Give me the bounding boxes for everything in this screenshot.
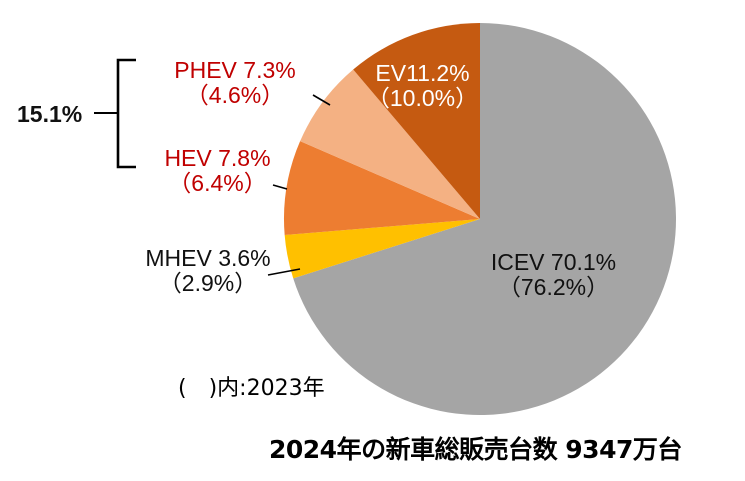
pie-slice-phev [300,69,480,219]
pie-slice-icev [293,23,677,415]
group-total-label: 15.1% [17,101,83,127]
label-icev-2024: ICEV 70.1% [490,249,617,275]
pie-slice-ev [353,23,480,219]
pie-slices [283,23,677,415]
label-hev-2023: （6.4%） [168,170,267,196]
label-ev: EV11.2% （10.0%） [355,61,490,111]
total-sales-caption: 2024年の新車総販売台数 9347万台 [269,435,682,464]
label-phev: PHEV 7.3% （4.6%） [150,58,320,108]
label-phev-2024: PHEV 7.3% [174,57,296,83]
year-note: ( )内:2023年 [178,376,325,401]
label-phev-2023: （4.6%） [185,82,285,108]
label-ev-2023: （10.0%） [366,85,479,111]
pie-slice-mhev [284,219,480,279]
label-hev: HEV 7.8% （6.4%） [140,146,295,196]
leader-line-hev [272,184,288,190]
leader-line-phev [312,94,331,106]
label-icev: ICEV 70.1% （76.2%） [466,250,641,300]
label-hev-2024: HEV 7.8% [164,145,271,171]
label-mhev-2023: （2.9%） [158,270,258,296]
pie-slice-hev [283,141,480,235]
label-mhev-2024: MHEV 3.6% [145,245,271,271]
label-icev-2023: （76.2%） [497,274,610,300]
leader-line-mhev [267,268,301,276]
label-ev-2024: EV11.2% [375,60,470,86]
group-bracket [116,58,136,169]
label-mhev: MHEV 3.6% （2.9%） [128,246,288,296]
